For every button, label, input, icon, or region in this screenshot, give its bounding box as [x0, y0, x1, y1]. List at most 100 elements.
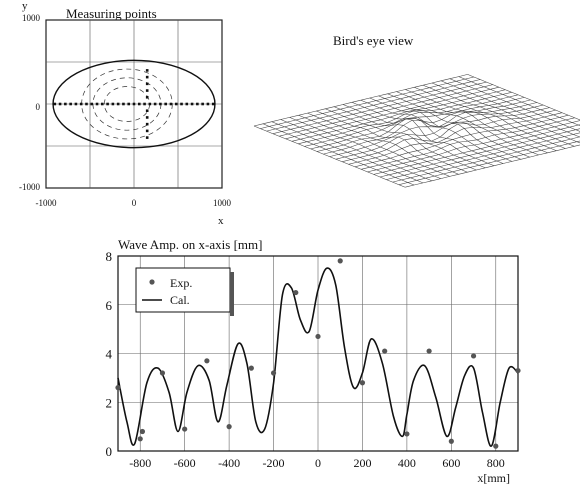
wave-xtick-label-4: 0 [315, 456, 321, 470]
mp-point [143, 102, 146, 106]
surface-mesh-row [354, 114, 569, 168]
mp-point [74, 102, 78, 106]
legend-exp-label: Exp. [170, 276, 192, 290]
surface-mesh-col [325, 108, 477, 171]
mp-point [196, 102, 199, 106]
surface-mesh-col [431, 82, 580, 144]
surface-mesh-col [414, 87, 566, 149]
exp-point [139, 428, 146, 435]
surface-mesh-col [369, 97, 522, 160]
mp-point [148, 102, 152, 106]
measuring-points-title: Measuring points [66, 6, 157, 21]
mp-point [69, 102, 72, 106]
exp-point [493, 443, 499, 449]
mp-point [145, 116, 149, 119]
wave-ytick-label-4: 8 [106, 249, 113, 264]
surface-mesh-col [396, 91, 548, 154]
exp-point [359, 380, 366, 386]
exp-point [182, 426, 188, 432]
surface-mesh-col [307, 112, 459, 175]
surface-mesh-col [467, 74, 580, 121]
mp-point [153, 102, 157, 106]
mp-point [132, 102, 136, 106]
wave-xtick-label-0: -800 [129, 456, 151, 470]
measuring-points-chart: Measuring points y 1000 0 -1000 -1000 0 … [19, 0, 232, 227]
wave-ytick-label-0: 0 [106, 444, 113, 459]
wave-xtick-label-5: 200 [353, 456, 371, 470]
mp-point [145, 69, 149, 72]
mp-point [159, 102, 162, 106]
legend-box [135, 267, 231, 313]
exp-point [115, 385, 121, 391]
mp-point [145, 122, 149, 126]
surface-mesh-row [335, 107, 550, 160]
exp-point [159, 370, 166, 376]
surface-mesh-col [458, 76, 580, 126]
surface-mesh-col [262, 123, 415, 186]
birds-eye-title: Bird's eye view [333, 33, 414, 48]
mp-point [145, 109, 149, 113]
mp-point [206, 102, 210, 106]
exp-point [315, 333, 321, 340]
wave-ytick-label-1: 2 [106, 395, 113, 410]
exp-point [470, 353, 477, 359]
mp-point [201, 102, 204, 106]
mp-point [53, 102, 57, 106]
mp-point [174, 102, 178, 106]
mp-point [211, 102, 215, 106]
exp-point [137, 436, 143, 442]
mp-point [145, 95, 149, 99]
surface-mesh-col [351, 102, 504, 164]
surface-mesh-col [289, 117, 441, 179]
mp-point [95, 102, 99, 106]
mp-ytick-bottom: -1000 [19, 182, 40, 192]
mp-ytick-top: 1000 [22, 13, 41, 23]
exp-point [515, 367, 521, 374]
surface-mesh-col [422, 84, 575, 147]
exp-point [204, 358, 210, 364]
wave-xtick-label-1: -600 [174, 456, 196, 470]
exp-point [426, 348, 432, 354]
mp-xtick-right: 1000 [213, 198, 232, 208]
mp-point [85, 102, 88, 106]
surface-mesh-col [342, 104, 495, 166]
surface-mesh-row [342, 109, 556, 162]
surface-mesh-col [271, 121, 424, 184]
mp-point [111, 102, 115, 106]
mp-ylabel: y [22, 0, 28, 12]
wave-xtick-label-6: 400 [398, 456, 416, 470]
surface-mesh-col [449, 78, 580, 132]
mp-point [116, 102, 120, 106]
mp-point [137, 102, 141, 106]
mp-xtick-mid: 0 [132, 198, 137, 208]
surface-mesh-col [440, 80, 580, 138]
wave-xtick-label-3: -200 [263, 456, 285, 470]
surface-mesh-col [298, 115, 450, 177]
mp-point [169, 102, 173, 106]
mp-point [145, 75, 149, 79]
mp-point [101, 102, 104, 106]
wave-amp-xlabel: x[mm] [477, 471, 510, 485]
mp-point [164, 102, 167, 106]
exp-point [337, 258, 343, 264]
surface-mesh-col [387, 93, 539, 156]
exp-point [248, 365, 254, 371]
mp-point [106, 102, 109, 106]
wave-xtick-label-7: 600 [442, 456, 460, 470]
wave-xtick-label-2: -400 [218, 456, 240, 470]
exp-point [270, 370, 277, 376]
exp-point [293, 289, 299, 296]
mp-ytick-mid: 0 [36, 102, 41, 112]
surface-mesh-col [280, 119, 433, 182]
wave-ytick-label-2: 4 [106, 347, 113, 362]
mp-point [145, 82, 149, 86]
mp-point [122, 102, 125, 106]
surface-mesh-row [392, 136, 580, 183]
exp-point [448, 438, 454, 444]
surface-mesh-col [333, 106, 486, 169]
mp-xlabel: x [218, 215, 224, 227]
legend: Exp. Cal. [135, 267, 234, 316]
exp-point [382, 348, 388, 354]
mp-point [145, 136, 149, 139]
surface-mesh-col [378, 95, 530, 158]
